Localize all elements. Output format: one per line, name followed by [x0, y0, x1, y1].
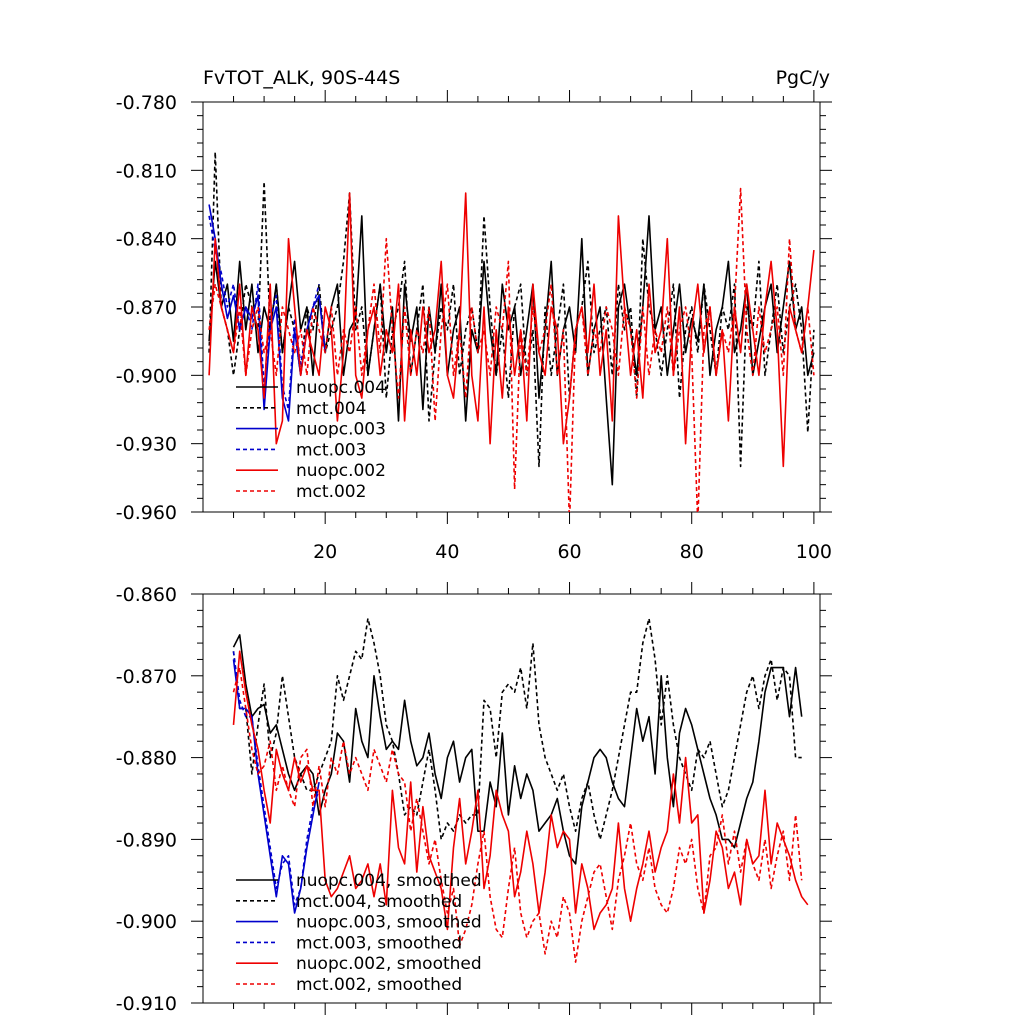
legend-label: mct.003	[296, 440, 366, 460]
series-group	[208, 151, 815, 512]
plot-frame	[202, 593, 821, 1004]
y-tick-label: -0.880	[116, 748, 177, 770]
legend-label: nuopc.002	[296, 461, 386, 481]
legend-label: mct.004, smoothed	[296, 892, 462, 912]
y-tick-label: -0.810	[116, 160, 177, 182]
panel-top-title-right: PgC/y	[776, 67, 830, 89]
x-tick-label: 20	[313, 541, 337, 563]
panel-smoothed-chart: -0.860 -0.870 -0.880 -0.890 -0.900 -0.910 nuop…	[116, 582, 832, 1015]
legend-label: nuopc.003	[296, 420, 386, 440]
panel-top-title-left: FvTOT_ALK, 90S-44S	[203, 67, 400, 89]
series-line-mct-003-smoothed	[232, 651, 320, 906]
y-tick-label: -0.780	[116, 92, 177, 114]
series-line-nuopc-002-smoothed	[232, 650, 809, 931]
y-tick-label: -0.910	[116, 993, 177, 1015]
series-group	[232, 617, 809, 963]
y-tick-label: -0.900	[116, 911, 177, 933]
y-tick-label: -0.890	[116, 829, 177, 851]
y-tick-label: -0.840	[116, 229, 177, 251]
legend-label: mct.004	[296, 399, 366, 419]
legend-label: mct.002	[296, 482, 366, 502]
series-line-mct-002-smoothed	[232, 666, 803, 963]
legend-label: mct.003, smoothed	[296, 933, 462, 953]
y-tick-label: -0.870	[116, 297, 177, 319]
y-tick-label: -0.870	[116, 666, 177, 688]
x-tick-label: 40	[435, 541, 459, 563]
series-line-mct-002	[208, 187, 815, 512]
x-tick-label: 100	[796, 541, 832, 563]
series-line-nuopc-003-smoothed	[232, 659, 320, 914]
legend-label: mct.002, smoothed	[296, 975, 462, 995]
legend-label: nuopc.004, smoothed	[296, 871, 482, 891]
legend-label: nuopc.003, smoothed	[296, 913, 482, 933]
y-tick-label: -0.860	[116, 584, 177, 606]
legend-label: nuopc.002, smoothed	[296, 954, 482, 974]
y-tick-label: -0.960	[116, 502, 177, 524]
y-tick-label: -0.930	[116, 434, 177, 456]
x-tick-label: 60	[557, 541, 581, 563]
panel-raw-chart: -0.780 -0.810 -0.840 -0.870 -0.900 -0.930 -0.9…	[116, 90, 832, 563]
legend-label: nuopc.004	[296, 378, 386, 398]
x-tick-label: 80	[680, 541, 704, 563]
y-tick-label: -0.900	[116, 365, 177, 387]
